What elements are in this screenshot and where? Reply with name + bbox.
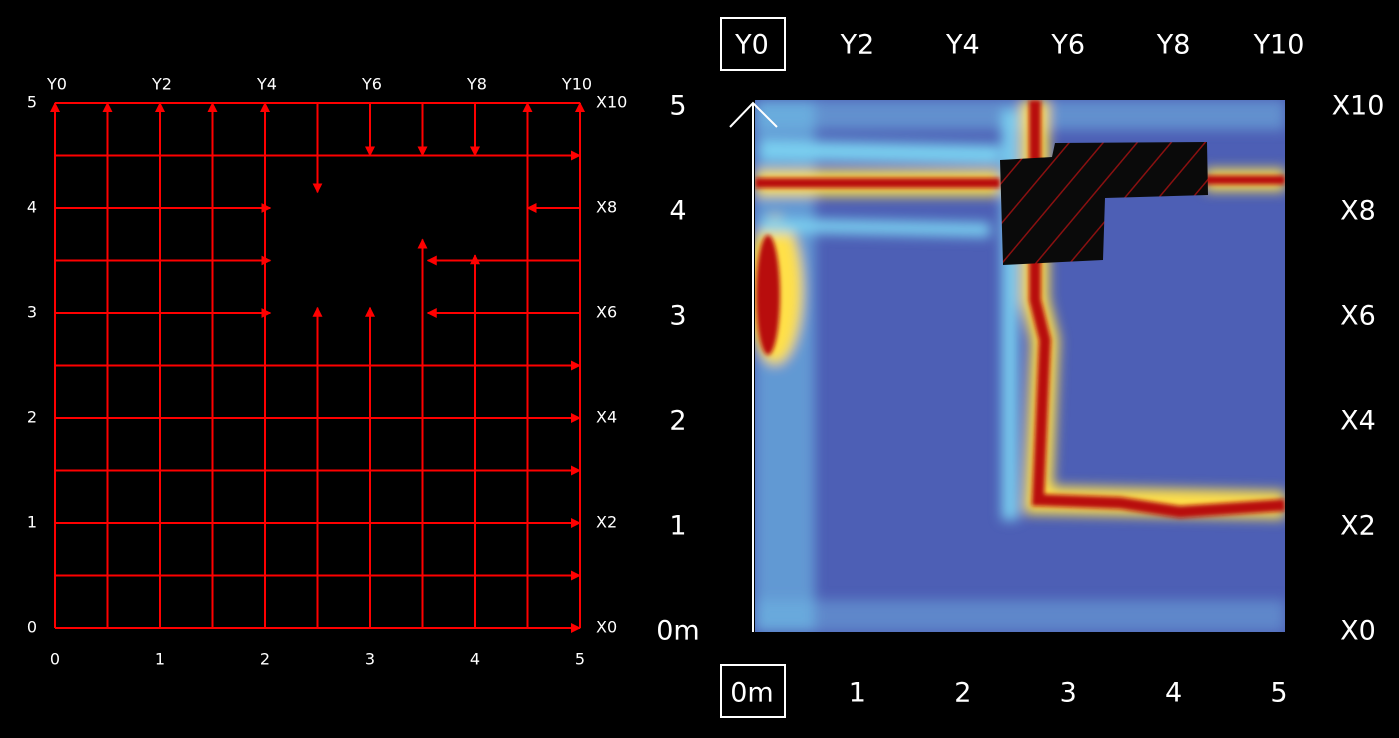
top-label: Y6 — [1050, 30, 1085, 61]
right-label: X8 — [1340, 196, 1376, 227]
right-label: X2 — [596, 513, 617, 532]
heatmap — [755, 100, 1285, 632]
left-label: 1 — [27, 513, 37, 532]
bottom-label: 1 — [155, 650, 165, 669]
right-label: X6 — [596, 303, 617, 322]
bottom-label: 0 — [50, 650, 60, 669]
top-label: Y2 — [151, 75, 172, 94]
label-box — [720, 17, 786, 71]
right-label: X4 — [596, 408, 617, 427]
bottom-label: 0m — [730, 678, 773, 709]
top-label: Y10 — [561, 75, 592, 94]
left-label: 2 — [27, 408, 37, 427]
bottom-label: 5 — [1270, 678, 1287, 709]
top-label: Y4 — [256, 75, 277, 94]
bottom-label: 3 — [1060, 678, 1077, 709]
axis-arrow — [729, 101, 778, 632]
top-label: Y4 — [945, 30, 980, 61]
right-label: X10 — [596, 93, 627, 112]
bottom-label: 2 — [260, 650, 270, 669]
left-label: 3 — [669, 301, 686, 332]
right-label: X2 — [1340, 511, 1376, 542]
top-label: Y2 — [840, 30, 875, 61]
right-label: X0 — [596, 618, 617, 637]
top-label: Y10 — [1253, 30, 1305, 61]
bottom-label: 4 — [1165, 678, 1182, 709]
right-label: X6 — [1340, 301, 1376, 332]
top-label: Y0 — [734, 30, 769, 61]
right-label: X4 — [1340, 406, 1376, 437]
right-label: X8 — [596, 198, 617, 217]
right-label: X10 — [1332, 91, 1385, 122]
left-label: 5 — [669, 91, 686, 122]
arrow-grid — [50, 102, 585, 633]
left-label: 0m — [656, 616, 699, 647]
left-label: 5 — [27, 93, 37, 112]
bottom-label: 1 — [849, 678, 866, 709]
top-label: Y8 — [466, 75, 487, 94]
left-label: 4 — [669, 196, 686, 227]
top-label: Y0 — [46, 75, 67, 94]
bottom-label: 2 — [954, 678, 971, 709]
bottom-label: 3 — [365, 650, 375, 669]
top-label: Y6 — [361, 75, 382, 94]
right-label: X0 — [1340, 616, 1376, 647]
bottom-label: 4 — [470, 650, 480, 669]
left-label: 3 — [27, 303, 37, 322]
left-label: 4 — [27, 198, 37, 217]
top-label: Y8 — [1156, 30, 1191, 61]
left-label: 0 — [27, 618, 37, 637]
label-box — [720, 664, 786, 718]
bottom-label: 5 — [575, 650, 585, 669]
left-label: 2 — [669, 406, 686, 437]
left-label: 1 — [669, 511, 686, 542]
